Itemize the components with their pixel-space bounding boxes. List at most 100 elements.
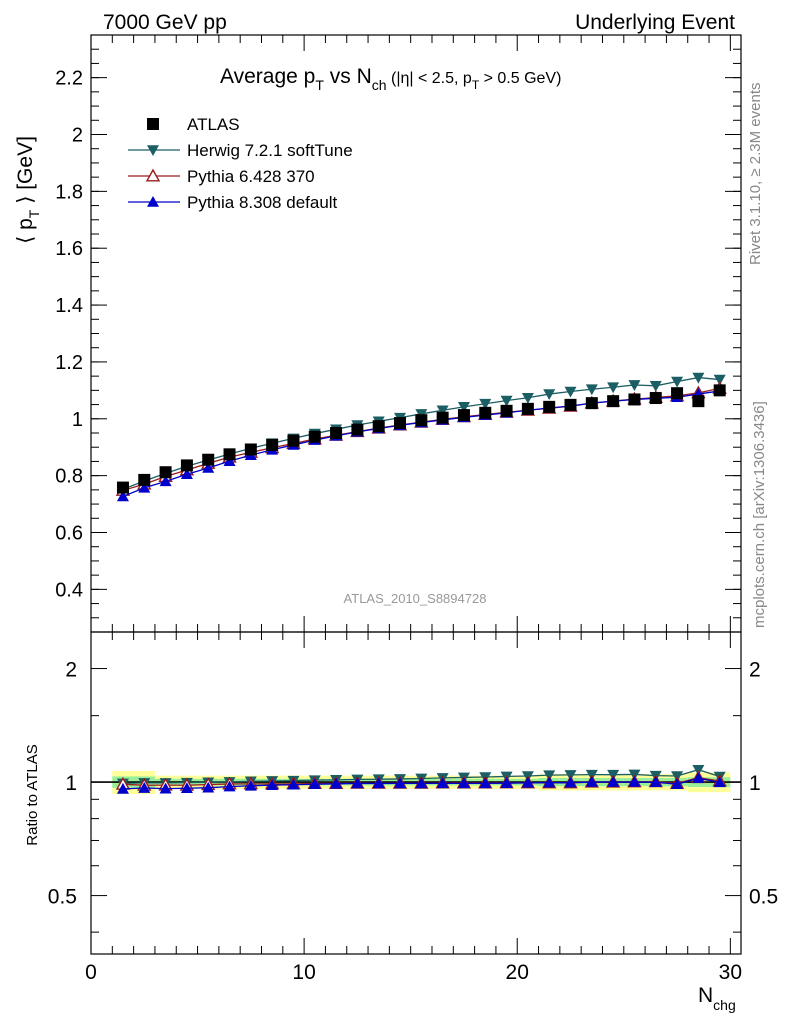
ratio-point-pythia8 bbox=[159, 782, 172, 794]
ratio-point-pythia8 bbox=[479, 777, 492, 789]
ratio-point-pythia8 bbox=[244, 779, 257, 791]
main-y-tick-label: 2.2 bbox=[55, 68, 83, 90]
point-pythia8 bbox=[202, 461, 215, 473]
point-herwig bbox=[692, 372, 705, 384]
ratio-point-pythia8 bbox=[223, 780, 236, 792]
legend-marker-pythia8 bbox=[147, 196, 159, 207]
legend-label-pythia8: Pythia 8.308 default bbox=[187, 193, 338, 212]
ratio-series bbox=[115, 764, 727, 794]
ratio-point-pythia8 bbox=[585, 776, 598, 787]
main-y-tick-label: 1.6 bbox=[55, 238, 83, 260]
point-pythia8 bbox=[159, 475, 172, 487]
ratio-point-pythia8 bbox=[671, 778, 684, 789]
point-atlas bbox=[330, 427, 343, 439]
legend: ATLAS Herwig 7.2.1 softTune Pythia 6.428 3… bbox=[128, 115, 353, 212]
ratio-y-tick-label-right: 1 bbox=[749, 772, 761, 795]
point-herwig bbox=[521, 392, 534, 404]
point-atlas bbox=[266, 438, 279, 451]
ratio-point-pythia8 bbox=[266, 779, 279, 790]
x-tick-label: 10 bbox=[292, 961, 315, 984]
point-atlas bbox=[202, 453, 215, 466]
point-atlas bbox=[713, 384, 726, 397]
main-y-tick-label: 0.8 bbox=[55, 466, 83, 488]
ratio-y-tick-label: 1 bbox=[65, 772, 77, 795]
point-herwig bbox=[436, 405, 449, 417]
series-line-pythia8 bbox=[122, 390, 720, 497]
ratio-point-pythia8 bbox=[607, 776, 620, 787]
point-herwig bbox=[457, 402, 470, 413]
point-atlas bbox=[308, 430, 321, 443]
legend-label-pythia6: Pythia 6.428 370 bbox=[187, 167, 315, 186]
rivet-label: Rivet 3.1.10, ≥ 2.3M events bbox=[747, 83, 764, 266]
ratio-y-tick-label-right: 0.5 bbox=[749, 886, 778, 909]
x-tick-label: 0 bbox=[85, 961, 97, 984]
point-atlas bbox=[372, 420, 385, 433]
ratio-point-pythia8 bbox=[628, 776, 641, 787]
ratio-point-pythia8 bbox=[308, 778, 321, 789]
mcplots-label: mcplots.cern.ch [arXiv:1306.3436] bbox=[751, 401, 768, 628]
point-herwig bbox=[607, 382, 620, 394]
point-atlas bbox=[543, 400, 556, 413]
ratio-point-pythia8 bbox=[202, 781, 215, 793]
header-right: Underlying Event bbox=[575, 11, 735, 34]
x-tick-label: 30 bbox=[719, 961, 742, 984]
point-atlas bbox=[138, 473, 151, 486]
point-atlas bbox=[180, 459, 193, 472]
point-atlas bbox=[351, 423, 364, 436]
ratio-point-pythia8 bbox=[372, 777, 385, 789]
point-herwig bbox=[585, 384, 598, 396]
ratio-point-pythia8 bbox=[500, 777, 513, 788]
point-pythia8 bbox=[180, 468, 193, 480]
point-herwig bbox=[713, 374, 726, 386]
main-y-tick-label: 2 bbox=[72, 125, 83, 147]
ratio-point-pythia8 bbox=[116, 782, 129, 794]
main-y-ticks: 0.4 0.6 0.8 1 1.2 1.4 1.6 1.8 2 2.2 bbox=[55, 34, 741, 633]
point-atlas bbox=[223, 448, 236, 461]
ratio-y-tick-label: 2 bbox=[65, 659, 77, 682]
ratio-point-pythia8 bbox=[649, 776, 662, 788]
point-atlas bbox=[649, 392, 662, 405]
ratio-y-axis-label: Ratio to ATLAS bbox=[24, 744, 41, 845]
legend-label-herwig: Herwig 7.2.1 softTune bbox=[187, 141, 353, 160]
ratio-point-pythia8 bbox=[394, 777, 407, 789]
point-herwig bbox=[500, 395, 513, 407]
ratio-point-pythia8 bbox=[180, 782, 193, 794]
point-atlas bbox=[692, 395, 705, 408]
point-herwig bbox=[543, 389, 556, 401]
main-y-tick-label: 0.6 bbox=[55, 523, 83, 545]
point-atlas bbox=[415, 414, 428, 427]
point-herwig bbox=[649, 381, 662, 392]
ratio-point-pythia8 bbox=[287, 778, 300, 790]
ratio-point-pythia8 bbox=[436, 777, 449, 789]
ratio-y-ticks: 0.5 0.5 1 1 2 2 bbox=[48, 631, 778, 933]
point-atlas bbox=[585, 397, 598, 410]
x-tick-label: 20 bbox=[506, 961, 529, 984]
point-atlas bbox=[436, 411, 449, 424]
point-atlas bbox=[479, 406, 492, 419]
point-atlas bbox=[159, 466, 172, 479]
point-herwig bbox=[479, 398, 492, 410]
main-y-tick-label: 1.2 bbox=[55, 352, 83, 374]
analysis-id: ATLAS_2010_S8894728 bbox=[344, 591, 487, 606]
point-atlas bbox=[564, 398, 577, 411]
point-atlas bbox=[671, 387, 684, 400]
x-axis-label: Nchg bbox=[698, 984, 736, 1013]
ratio-point-pythia8 bbox=[330, 777, 343, 789]
point-atlas bbox=[244, 443, 257, 456]
main-series bbox=[115, 372, 727, 502]
legend-label-atlas: ATLAS bbox=[187, 115, 240, 134]
ratio-point-pythia8 bbox=[543, 776, 556, 788]
ratio-panel-frame bbox=[90, 631, 742, 955]
legend-marker-herwig bbox=[147, 145, 159, 156]
ratio-point-pythia8 bbox=[415, 777, 428, 789]
point-atlas bbox=[457, 409, 470, 422]
ratio-point-pythia8 bbox=[713, 776, 726, 788]
point-pythia8 bbox=[138, 481, 151, 493]
ratio-point-pythia8 bbox=[457, 777, 470, 789]
point-pythia8 bbox=[116, 490, 129, 502]
ratio-point-pythia8 bbox=[564, 776, 577, 788]
ratio-y-tick-label: 0.5 bbox=[48, 886, 77, 909]
x-ticks: 0 10 20 30 bbox=[85, 35, 742, 984]
point-atlas bbox=[628, 393, 641, 406]
